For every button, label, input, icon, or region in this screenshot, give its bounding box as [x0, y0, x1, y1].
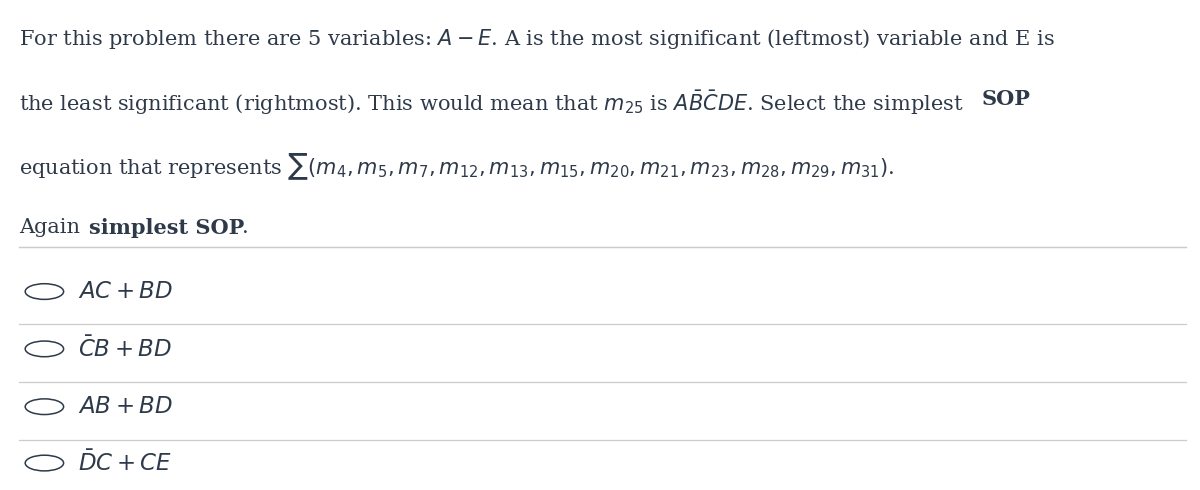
- Text: the least significant (rightmost). This would mean that $m_{25}$ is $A\bar{B}\ba: the least significant (rightmost). This …: [19, 89, 964, 118]
- Text: .: .: [242, 218, 250, 237]
- Text: simplest SOP: simplest SOP: [89, 218, 244, 238]
- Text: $\bar{D}C + CE$: $\bar{D}C + CE$: [78, 450, 172, 476]
- Text: $AB + BD$: $AB + BD$: [78, 396, 173, 417]
- Text: For this problem there are 5 variables: $A-E$. A is the most significant (leftmo: For this problem there are 5 variables: …: [19, 27, 1055, 51]
- Text: $\bar{C}B + BD$: $\bar{C}B + BD$: [78, 336, 172, 362]
- Text: $AC + BD$: $AC + BD$: [78, 281, 173, 302]
- Text: SOP: SOP: [982, 89, 1031, 109]
- Text: equation that represents $\sum(m_4, m_5, m_7, m_{12}, m_{13}, m_{15}, m_{20}, m_: equation that represents $\sum(m_4, m_5,…: [19, 151, 895, 182]
- Text: Again: Again: [19, 218, 86, 237]
